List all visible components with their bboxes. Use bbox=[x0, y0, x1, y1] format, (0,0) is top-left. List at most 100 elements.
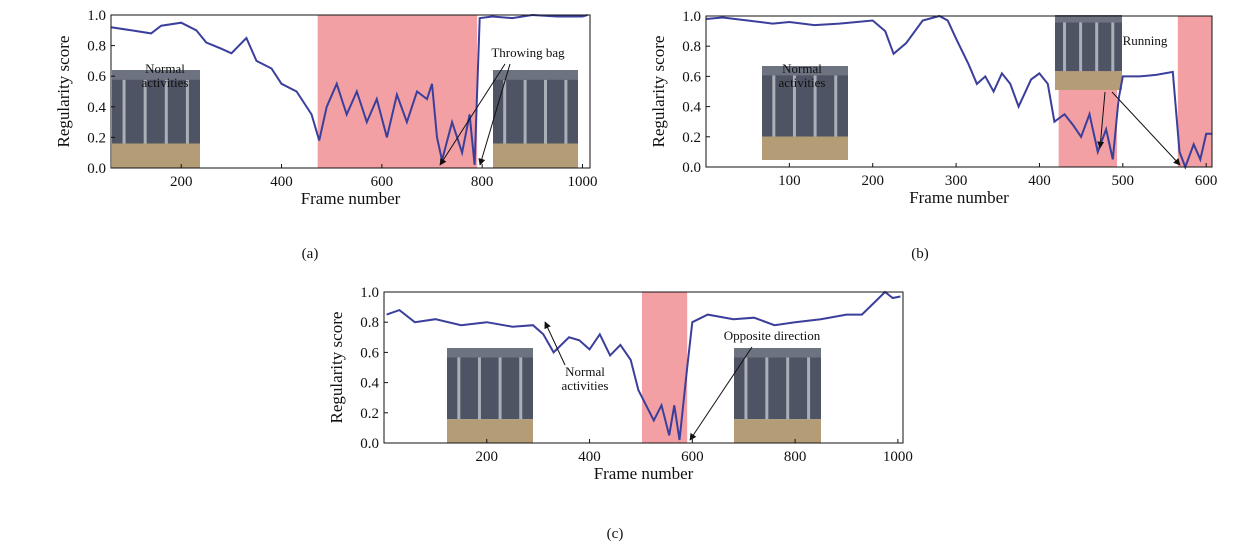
thumb-scene bbox=[734, 348, 821, 420]
thumb-pillar bbox=[457, 357, 461, 420]
annotation-line: Throwing bag bbox=[491, 45, 565, 60]
y-tick-label: 0.4 bbox=[682, 100, 701, 116]
thumb-pillar bbox=[564, 79, 568, 144]
x-tick-label: 600 bbox=[371, 174, 394, 190]
thumb-pillar bbox=[834, 75, 838, 137]
thumb-ground bbox=[1055, 71, 1122, 90]
y-tick-label: 0.2 bbox=[682, 130, 701, 146]
y-tick-label: 1.0 bbox=[682, 9, 701, 25]
y-tick-label: 0.0 bbox=[682, 160, 701, 176]
annotation: Normal activities bbox=[562, 364, 609, 393]
thumb-pillar bbox=[503, 79, 507, 144]
x-tick-label: 200 bbox=[476, 449, 499, 465]
thumb-pillar bbox=[523, 79, 527, 144]
y-tick-label: 1.0 bbox=[360, 285, 379, 301]
thumb-pillar bbox=[544, 79, 547, 144]
x-tick-label: 1000 bbox=[883, 449, 913, 465]
thumb-pillar bbox=[143, 79, 147, 144]
y-tick-label: 0.2 bbox=[360, 406, 379, 422]
x-tick-label: 600 bbox=[1195, 173, 1218, 189]
annotation-line: activities bbox=[562, 378, 609, 393]
x-tick-label: 200 bbox=[170, 174, 193, 190]
thumb-scene bbox=[493, 70, 578, 144]
thumbnail bbox=[112, 70, 200, 168]
y-axis-title: Regularity score bbox=[649, 36, 668, 148]
thumb-ground bbox=[112, 143, 200, 168]
y-axis-title: Regularity score bbox=[54, 36, 73, 148]
thumb-pillar bbox=[122, 79, 126, 144]
x-tick-label: 1000 bbox=[567, 174, 597, 190]
thumb-pillar bbox=[477, 357, 481, 420]
plot-frame bbox=[383, 291, 904, 444]
annotation: Normal activities bbox=[779, 61, 826, 90]
thumb-scene bbox=[112, 70, 200, 144]
panel-label: (b) bbox=[911, 246, 929, 262]
thumbnail bbox=[1055, 15, 1122, 90]
thumbnail bbox=[493, 70, 578, 168]
y-tick-label: 0.6 bbox=[87, 69, 106, 85]
thumb-roof bbox=[447, 348, 533, 358]
y-tick-label: 0.8 bbox=[360, 315, 379, 331]
y-tick-label: 0.6 bbox=[360, 345, 379, 361]
thumb-ground bbox=[734, 419, 821, 443]
score-line bbox=[705, 14, 1212, 170]
thumb-roof bbox=[734, 348, 821, 358]
arrow bbox=[1097, 91, 1106, 149]
thumb-pillar bbox=[1063, 22, 1067, 72]
panel: 0.0 0.2 0.4 0.6 0.8 1.0 100 200 300 400 500 600 Fram… bbox=[649, 9, 1217, 262]
thumb-scene bbox=[1055, 15, 1122, 72]
thumbnail bbox=[447, 348, 533, 443]
thumbnail bbox=[734, 348, 821, 443]
thumb-pillar bbox=[813, 75, 817, 137]
annotation-line: activities bbox=[142, 75, 189, 90]
thumb-pillar bbox=[786, 357, 790, 420]
thumb-pillar bbox=[1111, 22, 1115, 72]
thumb-roof bbox=[1055, 15, 1122, 23]
annotation-line: Normal bbox=[782, 61, 822, 76]
thumb-pillar bbox=[185, 79, 189, 144]
thumb-pillar bbox=[765, 357, 769, 420]
thumb-ground bbox=[762, 136, 848, 160]
arrow bbox=[439, 63, 506, 166]
thumb-scene bbox=[447, 348, 533, 420]
x-tick-label: 400 bbox=[1028, 173, 1051, 189]
panel: 0.0 0.2 0.4 0.6 0.8 1.0 200 400 600 800 1000 Frame … bbox=[54, 8, 597, 262]
annotation-line: activities bbox=[779, 75, 826, 90]
thumbnail bbox=[762, 66, 848, 160]
panel: 0.0 0.2 0.4 0.6 0.8 1.0 200 400 600 800 1000 Frame … bbox=[327, 285, 913, 542]
panel-label: (c) bbox=[607, 526, 624, 542]
thumb-ground bbox=[447, 419, 533, 443]
y-axis-title: Regularity score bbox=[327, 312, 346, 424]
annotation: Running bbox=[1123, 33, 1168, 48]
thumb-ground bbox=[493, 143, 578, 168]
x-tick-label: 400 bbox=[270, 174, 293, 190]
score-line bbox=[110, 13, 588, 165]
thumb-pillar bbox=[1079, 22, 1083, 72]
y-tick-label: 0.0 bbox=[360, 436, 379, 452]
thumb-pillar bbox=[164, 79, 168, 144]
score-line bbox=[386, 290, 901, 441]
thumb-pillar bbox=[519, 357, 523, 420]
thumb-pillar bbox=[744, 357, 748, 420]
annotation: Throwing bag bbox=[491, 45, 565, 60]
plot-frame bbox=[705, 15, 1213, 168]
y-tick-label: 0.4 bbox=[87, 100, 106, 116]
y-tick-label: 0.8 bbox=[87, 39, 106, 55]
x-axis-title: Frame number bbox=[909, 188, 1009, 207]
x-axis-title: Frame number bbox=[301, 189, 401, 208]
annotation: Opposite direction bbox=[724, 328, 821, 343]
x-tick-label: 600 bbox=[681, 449, 704, 465]
arrow bbox=[1111, 91, 1181, 166]
x-tick-label: 800 bbox=[471, 174, 494, 190]
x-tick-label: 300 bbox=[945, 173, 968, 189]
x-tick-label: 500 bbox=[1112, 173, 1135, 189]
thumb-pillar bbox=[498, 357, 502, 420]
annotation-line: Opposite direction bbox=[724, 328, 821, 343]
arrow bbox=[689, 346, 753, 441]
thumb-roof bbox=[112, 70, 200, 80]
thumb-roof bbox=[493, 70, 578, 80]
arrow bbox=[478, 63, 511, 166]
thumb-pillar bbox=[1095, 22, 1099, 72]
y-tick-label: 0.2 bbox=[87, 130, 106, 146]
